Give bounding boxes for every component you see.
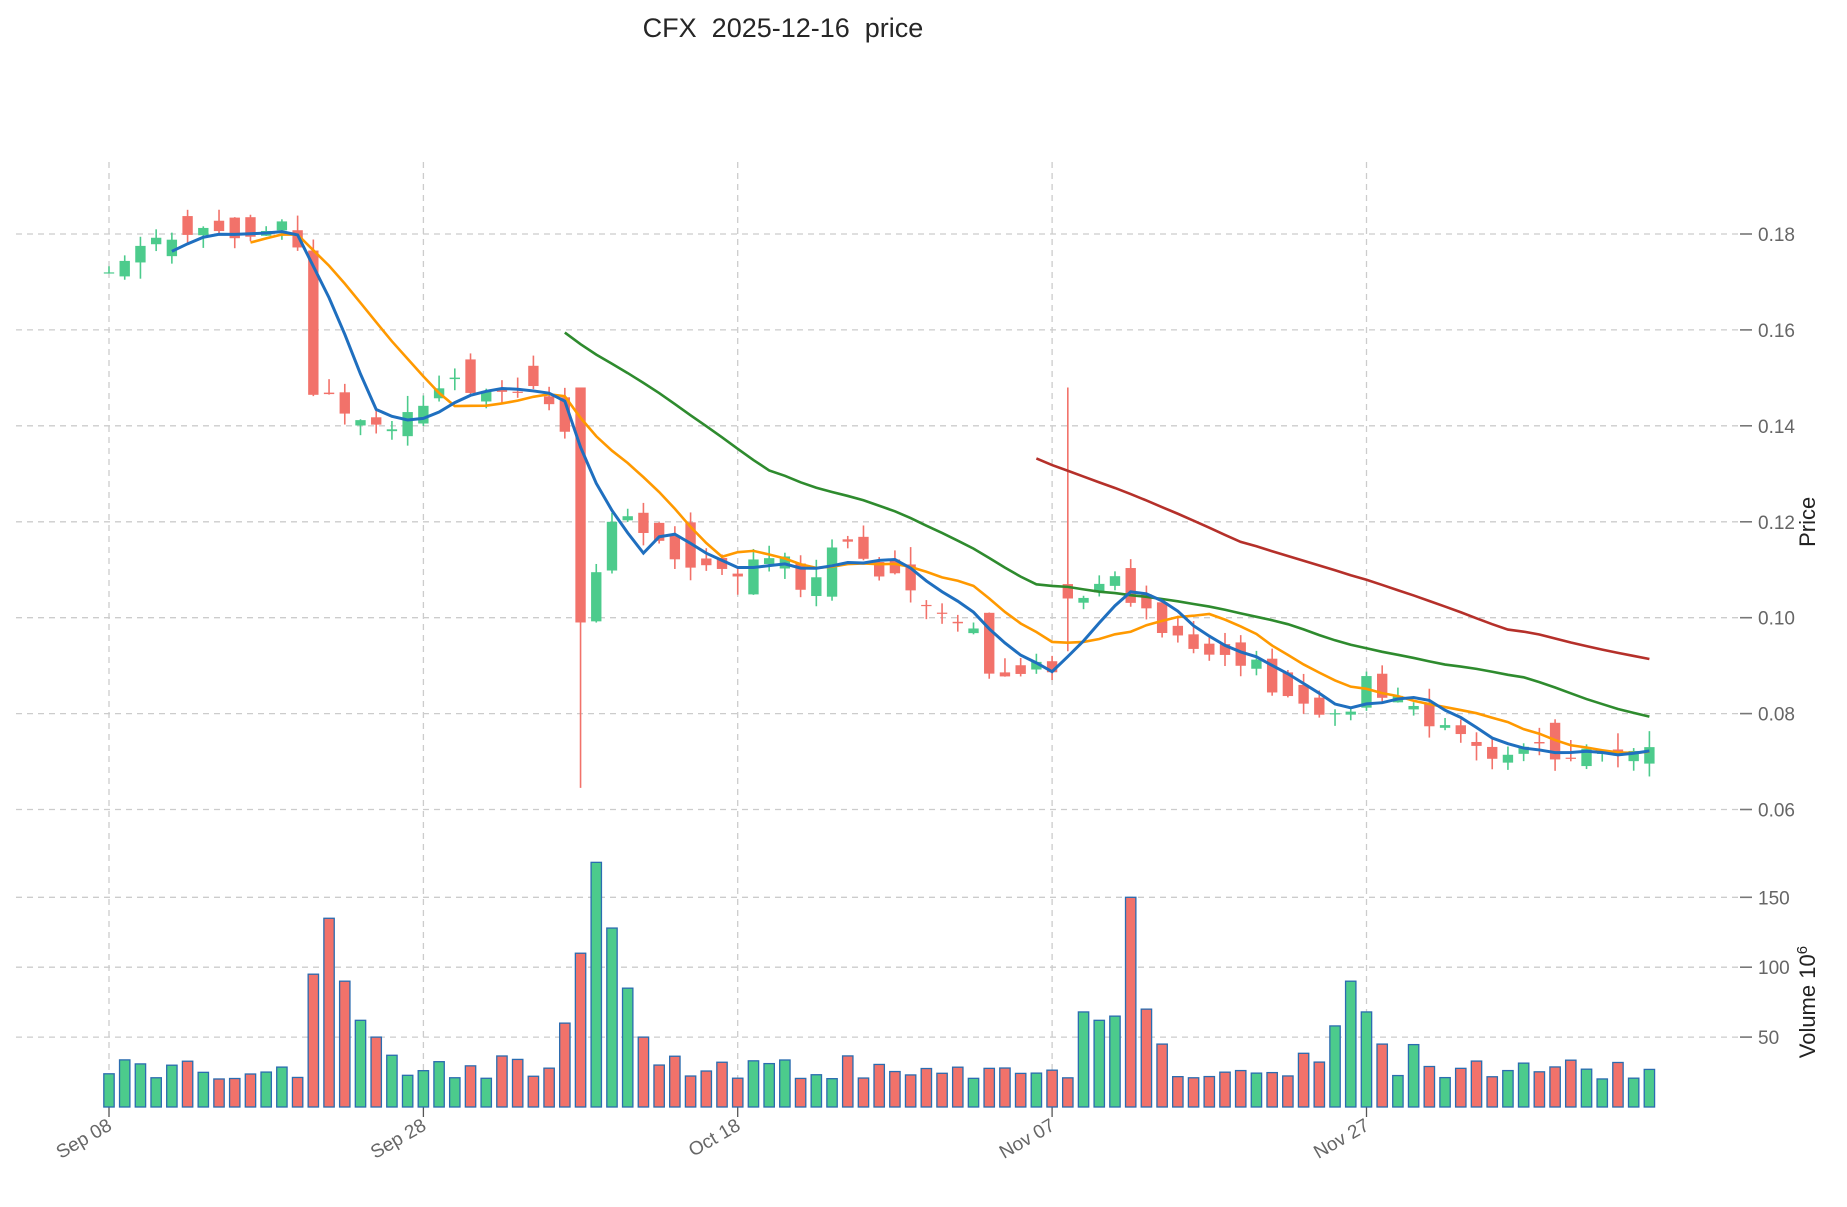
svg-text:0.14: 0.14 bbox=[1758, 417, 1795, 438]
svg-text:50: 50 bbox=[1758, 1028, 1779, 1049]
svg-text:150: 150 bbox=[1758, 888, 1790, 909]
svg-text:Volume 106: Volume 106 bbox=[1794, 946, 1821, 1058]
svg-text:Price: Price bbox=[1795, 497, 1820, 547]
svg-text:0.06: 0.06 bbox=[1758, 801, 1795, 822]
svg-text:0.16: 0.16 bbox=[1758, 321, 1795, 342]
svg-text:0.10: 0.10 bbox=[1758, 609, 1795, 630]
svg-text:CFX 2025-12-16 price: CFX 2025-12-16 price bbox=[643, 13, 924, 43]
svg-text:0.12: 0.12 bbox=[1758, 513, 1795, 534]
svg-text:0.18: 0.18 bbox=[1758, 225, 1795, 246]
svg-text:0.08: 0.08 bbox=[1758, 705, 1795, 726]
svg-text:100: 100 bbox=[1758, 958, 1790, 979]
